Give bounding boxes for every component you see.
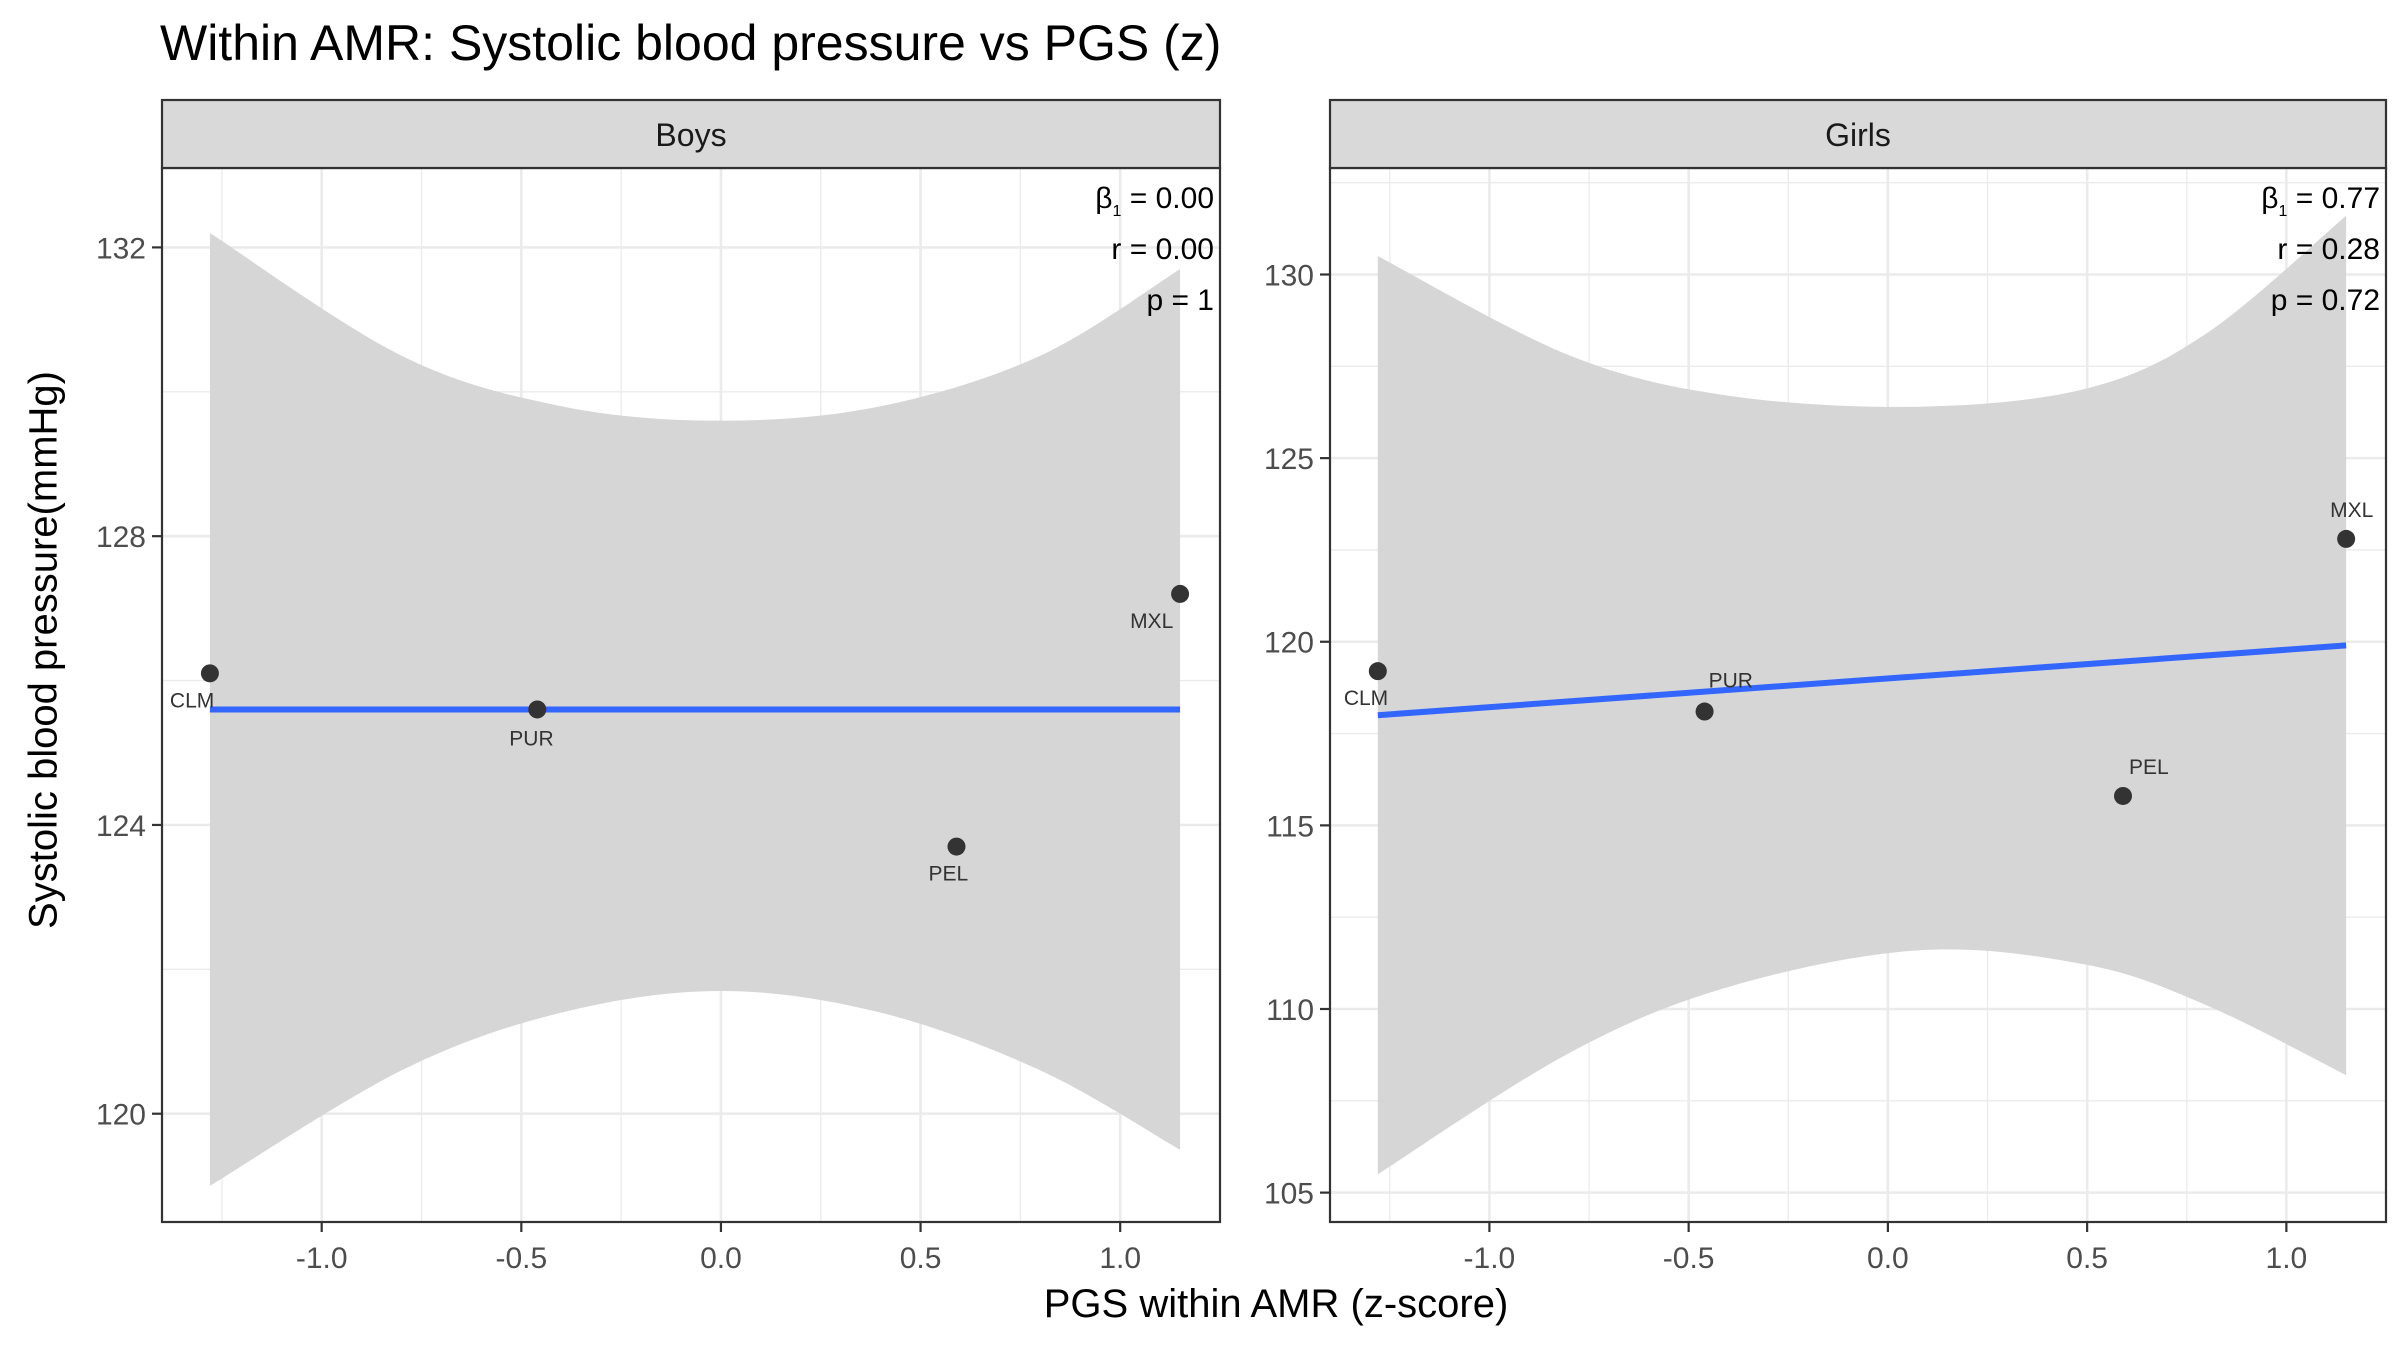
y-tick-label: 124	[96, 810, 146, 843]
data-point-mxl	[2337, 529, 2356, 548]
x-tick-label: -1.0	[1464, 1242, 1516, 1275]
facet-strip	[1328, 98, 2388, 170]
data-point-pel	[947, 837, 966, 856]
x-tick-label: 0.5	[900, 1242, 942, 1275]
x-tick-label: -0.5	[1663, 1242, 1715, 1275]
stats-annotation: β1 = 0.00 r = 0.00 p = 1	[1095, 182, 1214, 317]
data-point-pur	[1695, 702, 1714, 721]
x-tick-label: 1.0	[2266, 1242, 2308, 1275]
x-tick-label: -0.5	[495, 1242, 547, 1275]
beta-annotation: β1 = 0.00	[1095, 182, 1214, 220]
panel-boys: CLM PUR PEL MXL Boys -1.0 -0.5 0.0 0.5 1.0 120 124 1…	[96, 98, 1222, 1275]
x-tick-label: 1.0	[1099, 1242, 1141, 1275]
x-tick-label: 0.0	[700, 1242, 742, 1275]
point-label-mxl: MXL	[2330, 499, 2373, 522]
x-axis-label: PGS within AMR (z-score)	[1043, 1282, 1509, 1326]
data-point-pel	[2113, 786, 2132, 805]
p-annotation: p = 0.72	[2271, 284, 2380, 317]
point-label-pur: PUR	[1709, 670, 1753, 693]
regression-line	[1377, 642, 2347, 719]
y-tick-label: 105	[1264, 1178, 1314, 1211]
y-tick-label: 125	[1264, 443, 1314, 476]
x-tick-label: 0.5	[2066, 1242, 2108, 1275]
p-annotation: p = 1	[1146, 284, 1214, 317]
beta-annotation: β1 = 0.77	[2261, 182, 2380, 220]
y-tick-label: 132	[96, 232, 146, 265]
data-point-clm	[200, 664, 219, 683]
data-point-pur	[528, 700, 547, 719]
facet-strip-label: Girls	[1825, 117, 1891, 153]
stats-annotation: β1 = 0.77 r = 0.28 p = 0.72	[2261, 182, 2380, 317]
x-tick-label: -1.0	[296, 1242, 348, 1275]
point-label-clm: CLM	[1344, 687, 1388, 710]
chart-title: Within AMR: Systolic blood pressure vs P…	[160, 15, 1222, 71]
data-point-clm	[1368, 662, 1387, 681]
facet-strip-label: Boys	[655, 117, 726, 153]
point-label-pel: PEL	[2129, 756, 2169, 779]
r-annotation: r = 0.00	[1111, 233, 1214, 266]
y-tick-label: 115	[1266, 810, 1314, 843]
y-tick-label: 110	[1266, 994, 1314, 1027]
panel-girls: CLM PUR PEL MXL Girls -1.0 -0.5 0.0 0.5 1.0 105 110…	[1264, 98, 2388, 1275]
y-tick-label: 120	[96, 1099, 146, 1132]
y-tick-label: 120	[1264, 627, 1314, 660]
confidence-ribbon	[1377, 215, 2347, 1175]
facet-strip	[160, 98, 1222, 170]
data-point-mxl	[1171, 584, 1190, 603]
x-tick-label: 0.0	[1867, 1242, 1909, 1275]
point-label-pel: PEL	[928, 863, 968, 886]
r-annotation: r = 0.28	[2277, 233, 2380, 266]
y-tick-label: 128	[96, 521, 146, 554]
point-label-clm: CLM	[170, 689, 214, 712]
point-label-pur: PUR	[509, 727, 553, 750]
y-tick-label: 130	[1264, 260, 1314, 293]
point-label-mxl: MXL	[1130, 610, 1173, 633]
